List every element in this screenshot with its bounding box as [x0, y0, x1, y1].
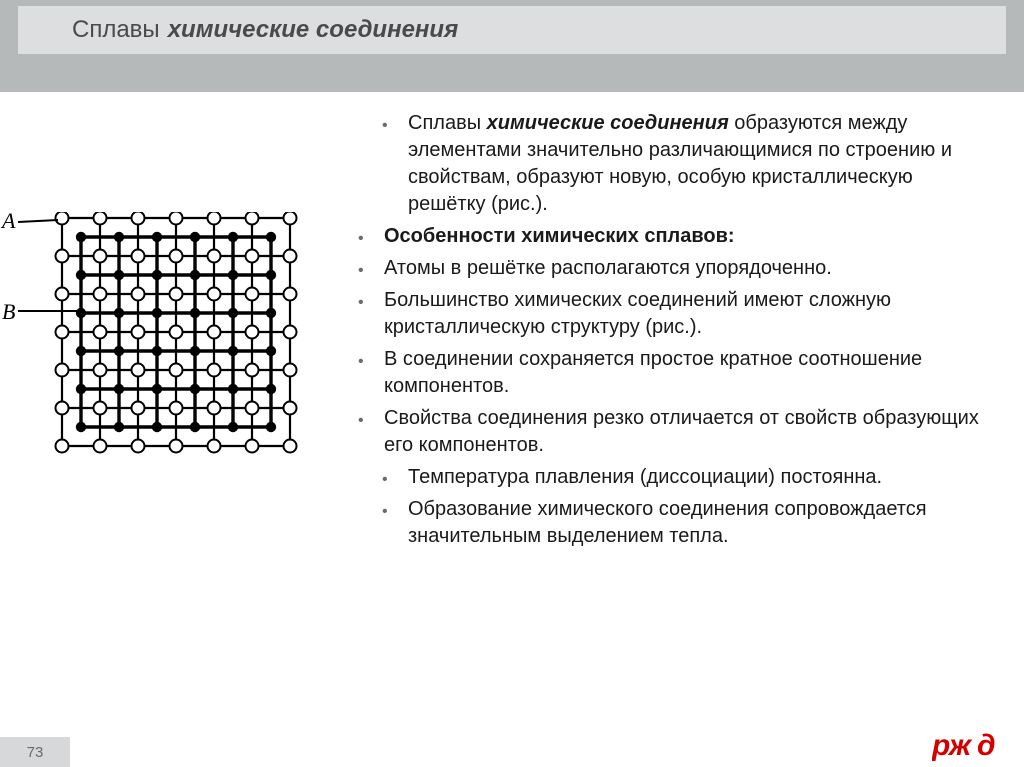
footer: 73 ржд — [0, 733, 1024, 767]
bullet-text: Особенности химических сплавов: — [384, 225, 735, 247]
bullet-text: В соединении сохраняется простое кратное… — [384, 348, 922, 397]
bullet-item: В соединении сохраняется простое кратное… — [340, 346, 980, 400]
bullet-text: химические соединения — [487, 112, 729, 134]
svg-text:B: B — [2, 299, 15, 324]
svg-text:р: р — [932, 729, 950, 761]
bullet-text: Свойства соединения резко отличается от … — [384, 407, 979, 456]
lattice-diagram: AB — [0, 212, 330, 552]
bullet-text: Сплавы — [408, 112, 487, 134]
bullet-item: Сплавы химические соединения образуются … — [340, 110, 980, 218]
bullet-item: Особенности химических сплавов: — [340, 223, 980, 250]
bullet-item: Температура плавления (диссоциации) пост… — [340, 464, 980, 491]
bullet-text: Образование химического соединения сопро… — [408, 498, 927, 547]
bullet-text: Температура плавления (диссоциации) пост… — [408, 466, 882, 488]
title-text-regular: Сплавы — [72, 16, 160, 44]
svg-text:A: A — [0, 212, 16, 233]
slide-body: AB Сплавы химические соединения образуют… — [0, 92, 1024, 767]
title-text-italic: химические соединения — [168, 16, 459, 44]
lattice-svg: AB — [0, 212, 330, 552]
bullet-item: Образование химического соединения сопро… — [340, 496, 980, 550]
bullet-text: Атомы в решётке располагаются упорядочен… — [384, 257, 832, 279]
page-number: 73 — [0, 737, 70, 767]
bullet-item: Большинство химических соединений имеют … — [340, 287, 980, 341]
bullet-text: Большинство химических соединений имеют … — [384, 289, 891, 338]
title-bar: Сплавы химические соединения — [18, 6, 1006, 54]
rzd-logo: ржд — [932, 729, 1010, 761]
bullet-item: Свойства соединения резко отличается от … — [340, 405, 980, 459]
svg-text:д: д — [977, 729, 996, 761]
bullet-item: Атомы в решётке располагаются упорядочен… — [340, 255, 980, 282]
svg-text:ж: ж — [947, 729, 973, 761]
bullet-list: Сплавы химические соединения образуются … — [340, 110, 980, 555]
